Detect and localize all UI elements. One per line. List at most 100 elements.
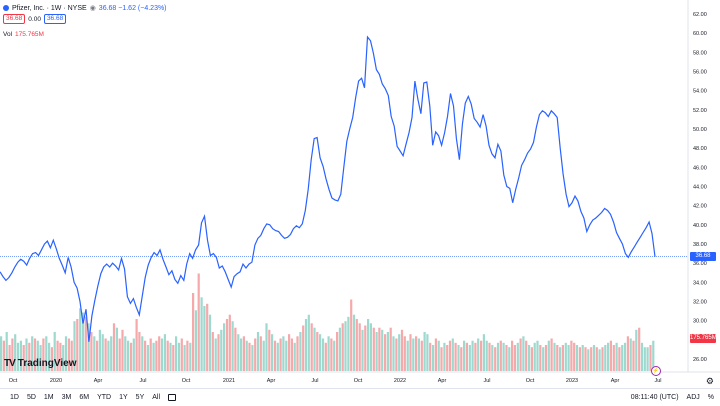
volume-bar — [203, 306, 206, 371]
volume-bar — [429, 342, 432, 371]
range-button-1d[interactable]: 1D — [10, 394, 19, 401]
volume-bar — [319, 334, 322, 371]
volume-bar — [254, 338, 257, 371]
time-tick-label: Oct — [526, 378, 535, 384]
volume-bar — [460, 347, 463, 371]
volume-bar — [364, 325, 367, 371]
percent-toggle[interactable]: % — [707, 394, 714, 401]
volume-bar — [316, 332, 319, 371]
volume-bar — [522, 336, 525, 371]
volume-bar — [389, 327, 392, 371]
volume-bar — [313, 327, 316, 371]
volume-bar — [28, 342, 31, 371]
volume-bar — [508, 347, 511, 371]
spread-value: 0.00 — [28, 15, 41, 23]
bottom-toolbar: 1D 5D 1M 3M 6M YTD 1Y 5Y All 08:11:40 (UTC) ADJ … — [0, 388, 720, 406]
price-tick-label: 30.00 — [693, 319, 707, 325]
volume-bar — [152, 342, 155, 371]
volume-bar — [163, 334, 166, 371]
price-tick-label: 26.00 — [693, 357, 707, 363]
volume-bar — [338, 327, 341, 371]
volume-bar — [643, 347, 646, 371]
price-tick-label: 58.00 — [693, 50, 707, 56]
clock-time[interactable]: 08:11:40 (UTC) — [630, 394, 679, 401]
price-tick-label: 44.00 — [693, 185, 707, 191]
volume-bar — [172, 345, 175, 371]
volume-bar — [528, 345, 531, 371]
volume-bar — [350, 299, 353, 371]
range-button-ytd[interactable]: YTD — [97, 394, 112, 401]
volume-bar — [474, 342, 477, 371]
range-button-5y[interactable]: 5Y — [135, 394, 145, 401]
volume-bar — [443, 342, 446, 371]
bid-box[interactable]: 36.68 — [3, 14, 26, 24]
symbol-title[interactable]: Pfizer, Inc. · 1W · NYSE — [12, 4, 87, 12]
volume-bar — [2, 340, 5, 371]
volume-bar — [115, 327, 118, 371]
volume-bar — [570, 340, 573, 371]
volume-bar — [259, 336, 262, 371]
adj-toggle[interactable]: ADJ — [686, 394, 700, 401]
time-tick-label: Apr — [611, 378, 620, 384]
volume-bar — [67, 338, 70, 371]
volume-bar — [426, 334, 429, 371]
time-tick-label: Oct — [182, 378, 191, 384]
volume-bar — [640, 342, 644, 371]
volume-bar — [336, 332, 339, 371]
volume-bar — [132, 338, 135, 371]
eye-icon[interactable]: ◉ — [89, 4, 96, 12]
volume-bar — [609, 340, 612, 371]
volume-bar — [194, 310, 197, 371]
tradingview-logo[interactable]: TV TradingView — [4, 358, 77, 369]
volume-bar — [228, 314, 231, 371]
ask-box[interactable]: 36.68 — [43, 14, 67, 24]
volume-bar — [412, 338, 415, 371]
volume-bar — [638, 327, 641, 371]
range-button-all[interactable]: All — [152, 394, 161, 401]
volume-bar — [169, 342, 172, 371]
price-tick-label: 38.00 — [693, 242, 707, 248]
range-button-6m[interactable]: 6M — [79, 394, 90, 401]
volume-bar — [166, 340, 169, 371]
volume-bar — [96, 340, 99, 371]
volume-bar — [76, 319, 79, 371]
volume-bar — [98, 329, 101, 371]
volume-bar — [420, 340, 423, 371]
volume-bar — [494, 347, 497, 371]
volume-bar — [454, 342, 457, 371]
time-tick-label: 2021 — [223, 378, 235, 384]
gear-icon[interactable]: ⚙ — [705, 376, 714, 386]
range-button-1y[interactable]: 1Y — [119, 394, 128, 401]
volume-bar — [81, 312, 85, 371]
volume-bar — [211, 332, 214, 371]
range-button-5d[interactable]: 5D — [26, 394, 36, 401]
volume-bar — [457, 345, 460, 371]
volume-bar — [434, 338, 437, 371]
volume-bar — [256, 332, 260, 371]
volume-bar — [511, 340, 514, 371]
volume-bar — [652, 340, 655, 371]
volume-bar — [485, 340, 488, 371]
calendar-icon[interactable] — [168, 394, 177, 401]
volume-value: 175.765M — [15, 30, 44, 38]
pfizer-logo-icon — [3, 5, 9, 11]
volume-bar — [186, 340, 189, 371]
volume-bar — [539, 345, 542, 371]
volume-bar — [590, 347, 593, 371]
volume-bar — [330, 338, 333, 371]
volume-bar — [567, 345, 570, 371]
volume-bar — [403, 336, 406, 371]
volume-bar — [488, 342, 491, 371]
volume-bar — [271, 334, 274, 371]
volume-bar — [432, 345, 435, 371]
range-button-1m[interactable]: 1M — [43, 394, 54, 401]
volume-bar — [333, 340, 336, 371]
volume-bar — [395, 338, 398, 371]
last-volume-tag: 175.765M — [690, 334, 717, 343]
volume-bar — [496, 342, 500, 371]
range-button-3m[interactable]: 3M — [61, 394, 72, 401]
volume-bar — [214, 338, 217, 371]
earnings-flag-icon[interactable]: ⚡ — [651, 366, 661, 376]
volume-bar — [118, 338, 121, 371]
